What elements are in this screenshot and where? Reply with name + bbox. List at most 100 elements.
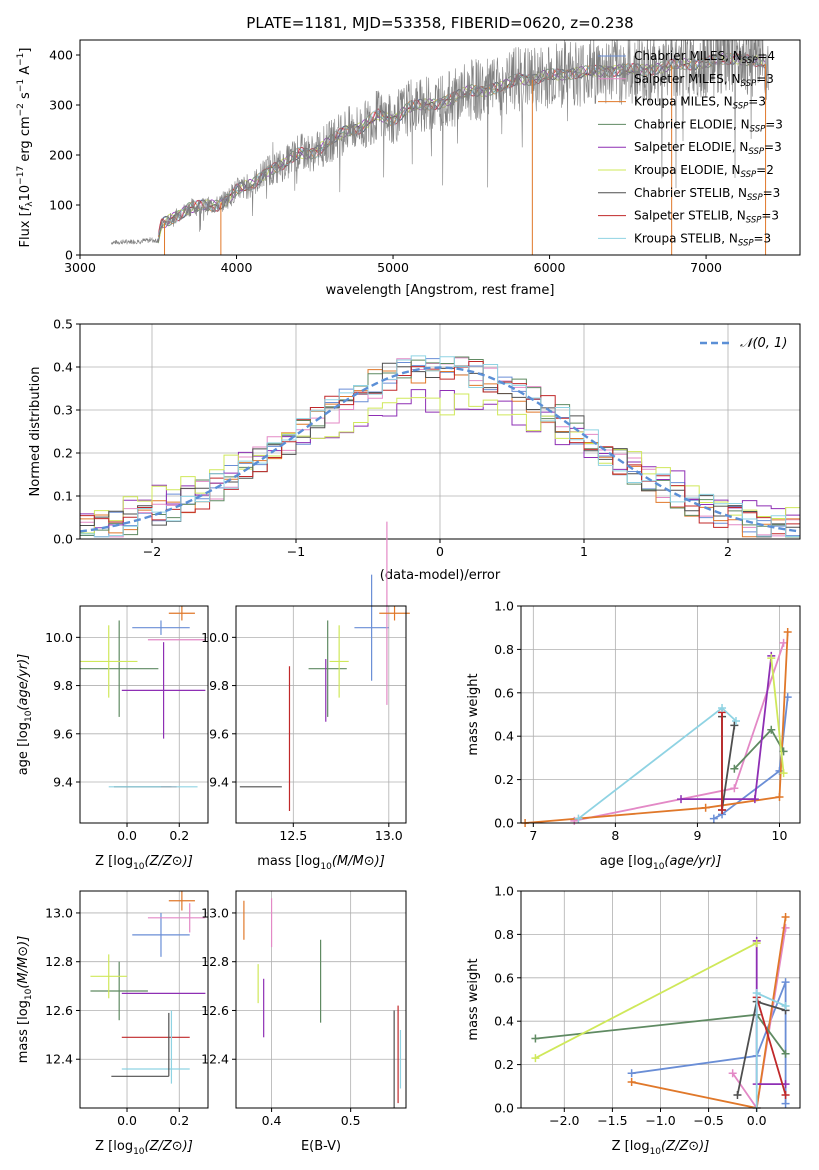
y-tick-label: 9.8 xyxy=(53,678,73,693)
y-tick-label: 13.0 xyxy=(45,905,73,920)
y-tick-label: 9.4 xyxy=(209,775,229,790)
x-tick-label: 10 xyxy=(772,828,788,843)
weight-marker xyxy=(779,638,788,647)
x-tick-label: 8 xyxy=(611,828,619,843)
y-tick-label: 9.4 xyxy=(53,775,73,790)
weight-marker xyxy=(752,988,761,997)
y-tick-label: 9.6 xyxy=(209,726,229,741)
axes-frame xyxy=(79,890,209,1109)
y-tick-label: 0.4 xyxy=(53,360,73,375)
chart-layer: 3000 4000 5000 6000 7000 0 100 200 300 400 wavelen… xyxy=(16,39,801,1157)
weight-marker xyxy=(574,814,583,823)
x-tick-label: 9 xyxy=(693,828,701,843)
x-tick-label: 13.0 xyxy=(375,828,403,843)
weight-marker xyxy=(781,1002,790,1011)
y-tick-label: 0 xyxy=(65,248,73,263)
weight-marker xyxy=(627,1077,636,1086)
legend-label: Chabrier MILES, NSSP=4 xyxy=(634,49,775,66)
y-tick-label: 0.6 xyxy=(494,685,514,700)
legend-label: Kroupa MILES, NSSP=3 xyxy=(634,95,766,112)
weight-series-line xyxy=(755,997,787,1096)
y-tick-label: 0.2 xyxy=(494,1057,514,1072)
histogram-series xyxy=(80,355,800,538)
weight-marker xyxy=(781,923,790,932)
y-tick-label: 12.6 xyxy=(201,1003,229,1018)
x-tick-label: −2.0 xyxy=(549,1113,579,1128)
x-axis-label: E(B-V) xyxy=(301,1139,341,1154)
y-tick-label: 1.0 xyxy=(494,884,514,899)
y-tick-label: 0.8 xyxy=(494,927,514,942)
x-tick-label: 4000 xyxy=(221,260,253,275)
y-tick-label: 0.0 xyxy=(494,816,514,831)
x-tick-label: 5000 xyxy=(377,260,409,275)
y-axis-label: age [log10(age/yr)] xyxy=(16,654,34,776)
weight-marker xyxy=(718,805,727,814)
x-tick-label: 0.5 xyxy=(341,1113,361,1128)
weight-marker xyxy=(752,939,761,948)
y-tick-label: 12.4 xyxy=(201,1052,229,1067)
age-weight-panel: 7 8 9 10 0.0 0.2 0.4 0.6 0.8 1.0 age [log10(age/yr… xyxy=(466,599,801,872)
x-tick-label: −1 xyxy=(287,544,305,559)
legend-label: Chabrier ELODIE, NSSP=3 xyxy=(634,117,783,134)
y-axis-label: Flux [fλ10−17 erg cm−2 s−1 A−1] xyxy=(16,48,35,248)
x-axis-label: (data-model)/error xyxy=(380,568,501,583)
weight-series-line xyxy=(713,697,789,820)
y-axis-label: Normed distribution xyxy=(28,367,43,497)
x-axis-label: wavelength [Angstrom, rest frame] xyxy=(326,283,555,298)
y-tick-label: 10.0 xyxy=(45,630,73,645)
x-tick-label: 3000 xyxy=(64,260,96,275)
y-tick-label: 0.2 xyxy=(53,446,73,461)
x-tick-label: 1 xyxy=(580,544,588,559)
ebv-mass-panel: 0.4 0.5 12.4 12.6 12.8 13.0 E(B-V) xyxy=(201,890,407,1154)
y-tick-label: 12.8 xyxy=(45,954,73,969)
weight-series-line xyxy=(721,716,736,811)
x-tick-label: −1.5 xyxy=(597,1113,627,1128)
x-axis-label: Z [log10(Z/Z⊙)] xyxy=(612,1139,710,1157)
weight-series-line xyxy=(534,942,758,1059)
weight-marker xyxy=(730,784,739,793)
x-tick-label: −1.0 xyxy=(645,1113,675,1128)
gaussian-curve xyxy=(79,366,801,533)
spectrum-plot xyxy=(111,40,769,255)
Z-mass-panel: 0.0 0.2 12.4 12.6 12.8 13.0 Z [log10(Z/Z⊙)] mas… xyxy=(16,890,209,1157)
weight-marker xyxy=(531,1034,540,1043)
Z-weight-panel: −2.0 −1.5 −1.0 −0.5 0.0 0.0 0.2 0.4 0.6 0.8 1.0 Z [… xyxy=(466,884,801,1157)
y-tick-label: 200 xyxy=(49,148,73,163)
y-axis-label: mass [log10(M/M⊙)] xyxy=(16,936,34,1064)
y-tick-label: 12.6 xyxy=(45,1003,73,1018)
figure-title: PLATE=1181, MJD=53358, FIBERID=0620, z=0… xyxy=(246,14,633,32)
histogram-series xyxy=(80,361,800,535)
x-axis-label: Z [log10(Z/Z⊙)] xyxy=(95,1139,193,1157)
weight-marker xyxy=(677,795,686,804)
x-axis-label: age [log10(age/yr)] xyxy=(600,854,722,872)
y-tick-label: 0.4 xyxy=(494,1014,514,1029)
y-tick-label: 0.1 xyxy=(53,489,73,504)
y-tick-label: 0.0 xyxy=(53,532,73,547)
y-tick-label: 0.0 xyxy=(494,1101,514,1116)
y-axis-label: mass weight xyxy=(466,958,481,1040)
axes-frame xyxy=(79,39,801,256)
weight-marker xyxy=(781,913,790,922)
x-tick-label: 6000 xyxy=(534,260,566,275)
x-tick-label: 0.0 xyxy=(747,1113,767,1128)
weight-marker xyxy=(728,1069,737,1078)
y-tick-label: 9.8 xyxy=(209,678,229,693)
observed-spectrum-line xyxy=(111,40,769,245)
y-tick-label: 0.2 xyxy=(494,772,514,787)
y-tick-label: 300 xyxy=(49,98,73,113)
weight-marker xyxy=(781,978,790,987)
weight-marker xyxy=(730,764,739,773)
y-tick-label: 100 xyxy=(49,198,73,213)
x-axis-label: mass [log10(M/M⊙)] xyxy=(257,854,385,872)
weight-marker xyxy=(730,721,739,730)
x-tick-label: 7000 xyxy=(690,260,722,275)
x-tick-label: 0.0 xyxy=(117,1113,137,1128)
y-tick-label: 9.6 xyxy=(53,726,73,741)
x-tick-label: 2 xyxy=(724,544,732,559)
legend-label: Salpeter MILES, NSSP=3 xyxy=(634,72,774,89)
mass-age-panel: 12.5 13.0 9.4 9.6 9.8 10.0 mass [log10(M/M⊙)] xyxy=(201,521,410,872)
y-tick-label: 400 xyxy=(49,48,73,63)
x-tick-label: 12.5 xyxy=(279,828,307,843)
y-tick-label: 0.6 xyxy=(494,970,514,985)
